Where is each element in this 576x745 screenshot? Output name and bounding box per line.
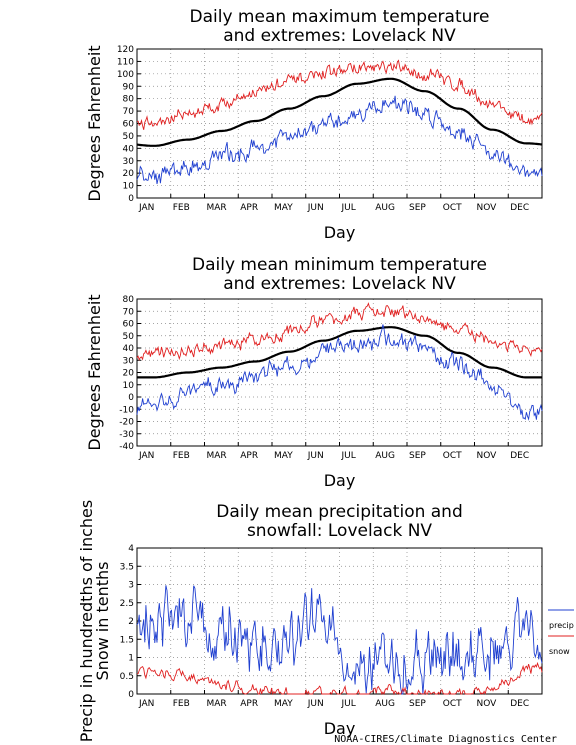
x-axis-label: Day xyxy=(324,471,356,490)
x-tick-label: NOV xyxy=(477,451,498,461)
x-tick-label: FEB xyxy=(173,451,190,461)
x-tick-label: OCT xyxy=(443,451,462,461)
x-tick-label: SEP xyxy=(409,451,426,461)
legend-label-snow: snow xyxy=(549,647,570,656)
x-tick-label: SEP xyxy=(409,699,426,709)
x-tick-label: MAR xyxy=(207,451,227,461)
y-tick-label: 30 xyxy=(123,157,135,167)
y-tick-label: 120 xyxy=(117,45,134,55)
x-tick-label: FEB xyxy=(173,203,190,213)
y-tick-label: 40 xyxy=(123,344,135,354)
y-tick-label: 90 xyxy=(123,82,135,92)
y-tick-label: 20 xyxy=(123,369,135,379)
chart-title-line: Daily mean precipitation and xyxy=(216,502,463,522)
legend-label-precip: precip xyxy=(549,621,574,630)
x-tick-label: JUN xyxy=(307,203,324,213)
x-tick-label: DEC xyxy=(510,451,529,461)
y-tick-label: 2.5 xyxy=(120,599,134,609)
y-tick-label: 3.5 xyxy=(120,562,134,572)
y-tick-label: 60 xyxy=(123,320,135,330)
series-line-min xyxy=(136,95,543,185)
y-tick-label: 0 xyxy=(128,194,134,204)
y-tick-label: 1 xyxy=(128,654,134,664)
y-tick-label: 1.5 xyxy=(120,635,134,645)
x-tick-label: MAR xyxy=(207,203,227,213)
y-tick-label: -30 xyxy=(119,430,134,440)
x-axis-label: Day xyxy=(324,223,356,242)
y-tick-label: 4 xyxy=(128,544,134,554)
x-tick-label: JAN xyxy=(138,203,154,213)
x-tick-label: DEC xyxy=(510,699,529,709)
y-axis-label: Degrees Fahrenheit xyxy=(85,294,104,450)
y-tick-label: 70 xyxy=(123,307,135,317)
y-tick-label: 80 xyxy=(123,295,135,305)
x-tick-label: MAR xyxy=(207,699,227,709)
y-tick-label: 40 xyxy=(123,144,135,154)
x-tick-label: JUN xyxy=(307,451,324,461)
y-tick-label: 50 xyxy=(123,332,135,342)
x-tick-label: NOV xyxy=(477,203,498,213)
chart-title-line: Daily mean minimum temperature xyxy=(192,255,487,275)
y-tick-label: 10 xyxy=(123,381,135,391)
x-tick-label: SEP xyxy=(409,203,426,213)
x-tick-label: DEC xyxy=(510,203,529,213)
x-tick-label: OCT xyxy=(443,203,462,213)
x-tick-label: JAN xyxy=(138,451,154,461)
x-tick-label: JUN xyxy=(307,699,324,709)
y-tick-label: 50 xyxy=(123,132,135,142)
x-tick-label: AUG xyxy=(375,699,395,709)
y-tick-label: 0 xyxy=(128,393,134,403)
y-tick-label: -40 xyxy=(119,442,134,452)
x-tick-label: JUL xyxy=(341,451,356,461)
chart-title-line: Daily mean maximum temperature xyxy=(190,7,490,27)
y-axis-label: Snow in tenths xyxy=(93,562,112,681)
y-tick-label: 80 xyxy=(123,95,135,105)
x-tick-label: OCT xyxy=(443,699,462,709)
y-tick-label: 0.5 xyxy=(120,672,134,682)
x-tick-label: APR xyxy=(240,203,258,213)
series-line-min xyxy=(136,324,543,421)
series-line-precip xyxy=(136,585,543,695)
y-tick-label: 60 xyxy=(123,120,135,130)
y-tick-label: -20 xyxy=(119,418,134,428)
chart-title-line: and extremes: Lovelack NV xyxy=(223,274,456,294)
x-tick-label: AUG xyxy=(375,451,395,461)
x-tick-label: APR xyxy=(240,699,258,709)
x-tick-label: JUL xyxy=(341,699,356,709)
x-tick-label: MAY xyxy=(274,699,293,709)
series-line-max xyxy=(136,302,543,361)
y-tick-label: 100 xyxy=(117,70,134,80)
series-line-mean xyxy=(137,326,542,379)
y-tick-label: 20 xyxy=(123,169,135,179)
y-tick-label: 110 xyxy=(117,57,134,67)
x-tick-label: JAN xyxy=(138,699,154,709)
series-line-snow xyxy=(136,661,543,696)
y-tick-label: 70 xyxy=(123,107,135,117)
x-tick-label: JUL xyxy=(341,203,356,213)
x-tick-label: MAY xyxy=(274,451,293,461)
x-axis-label: Day xyxy=(324,719,356,738)
y-tick-label: 10 xyxy=(123,182,135,192)
x-tick-label: AUG xyxy=(375,203,395,213)
grid xyxy=(137,547,542,695)
chart-title-line: snowfall: Lovelack NV xyxy=(247,521,432,541)
series-line-max xyxy=(136,59,543,130)
series-line-mean xyxy=(136,77,543,147)
y-tick-label: -10 xyxy=(119,405,134,415)
y-tick-label: 2 xyxy=(128,617,134,627)
x-tick-label: MAY xyxy=(274,203,293,213)
y-axis-label: Precip in hundredths of inches xyxy=(77,500,96,742)
y-axis-label: Degrees Fahrenheit xyxy=(85,45,104,201)
x-tick-label: APR xyxy=(240,451,258,461)
chart-title-line: and extremes: Lovelack NV xyxy=(223,26,456,46)
y-tick-label: 30 xyxy=(123,356,135,366)
y-tick-label: 0 xyxy=(128,690,134,700)
y-tick-label: 3 xyxy=(128,581,134,591)
x-tick-label: NOV xyxy=(477,699,498,709)
x-tick-label: FEB xyxy=(173,699,190,709)
credit-text: NOAA-CIRES/Climate Diagnostics Center xyxy=(334,734,557,745)
